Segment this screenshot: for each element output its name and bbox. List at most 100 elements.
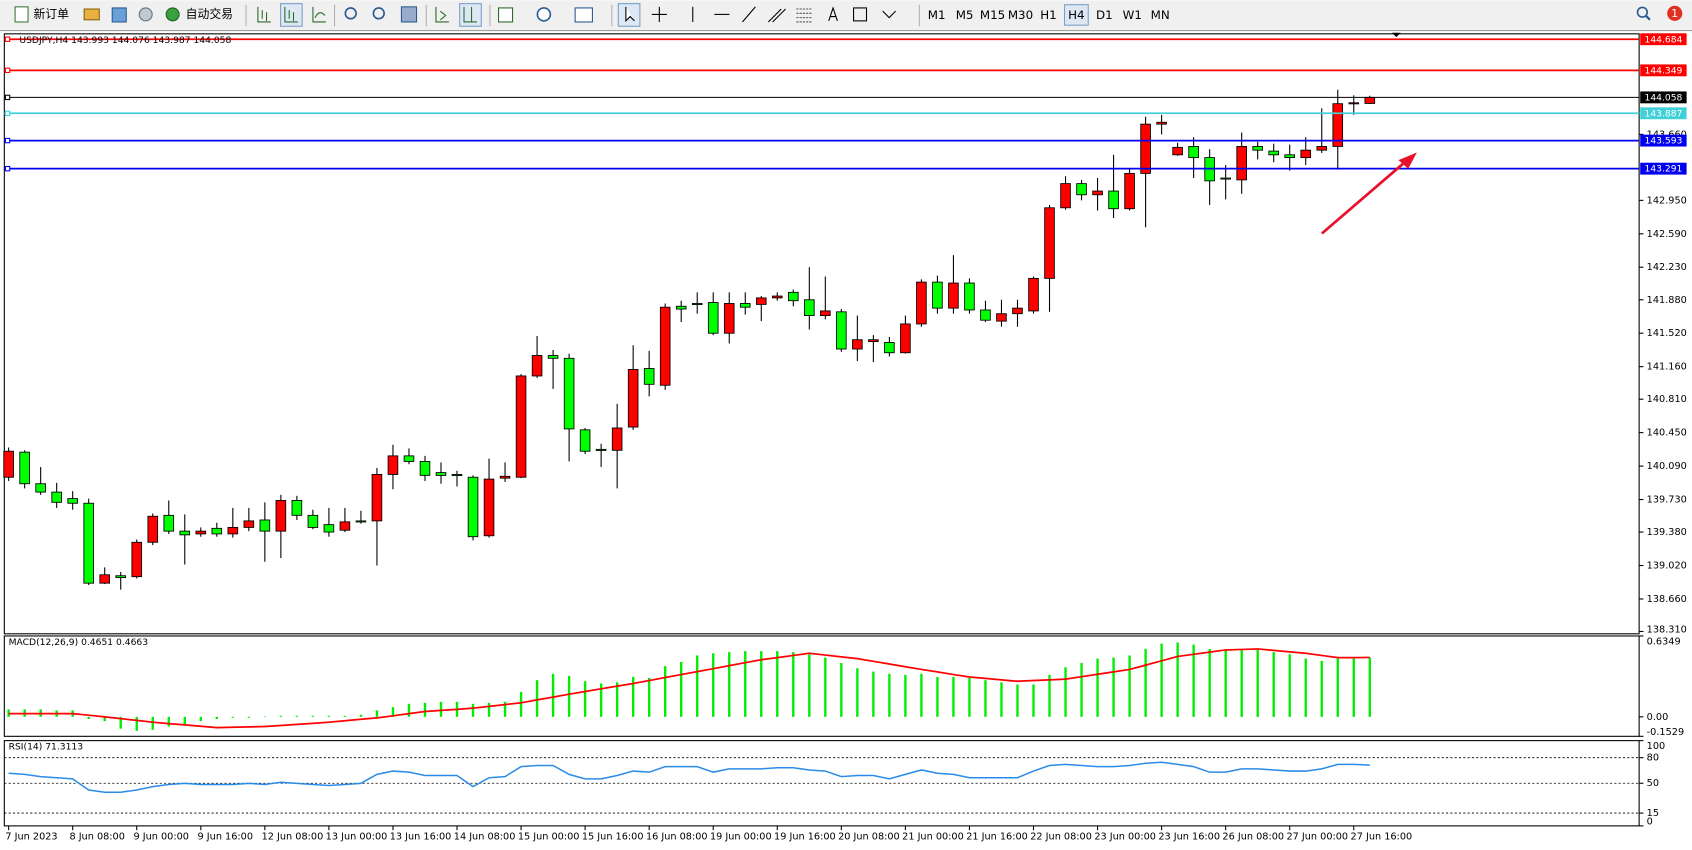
price-level-label: 144.684 <box>1645 34 1683 45</box>
signal-line <box>8 648 1370 729</box>
candle-body <box>1348 102 1360 105</box>
icon <box>165 7 180 22</box>
candle-body <box>611 427 623 451</box>
candle-body <box>291 500 303 516</box>
y-tick-label: 142.230 <box>1647 262 1687 273</box>
icon[interactable] <box>138 7 153 22</box>
icon[interactable] <box>257 6 271 23</box>
auto-trading-button[interactable]: 自动交易 <box>165 7 233 22</box>
timeframe-button[interactable]: H4 <box>1063 4 1089 26</box>
candle-body <box>451 474 463 476</box>
candle-body <box>1044 207 1055 279</box>
timeframe-button[interactable]: M1 <box>928 8 946 22</box>
y-tick-label: 140.090 <box>1647 461 1687 472</box>
candle-body <box>996 313 1007 322</box>
icon[interactable] <box>372 7 385 20</box>
candle-body <box>916 281 927 325</box>
x-tick-label: 27 Jun 00:00 <box>1286 832 1348 843</box>
candle-body <box>131 541 143 578</box>
candle-body <box>627 369 639 428</box>
candle-body <box>1140 123 1151 174</box>
x-tick-label: 15 Jun 00:00 <box>518 832 580 843</box>
candle-body <box>852 339 863 350</box>
price-level-label: 143.291 <box>1645 164 1683 175</box>
candle-body <box>964 282 975 311</box>
button-label: 自动交易 <box>186 7 233 21</box>
timeframe-button[interactable]: H1 <box>1040 8 1056 22</box>
candle-body <box>3 450 14 478</box>
y-tick-label: 140.810 <box>1647 394 1687 405</box>
candle-body <box>1092 190 1103 196</box>
icon[interactable] <box>312 6 326 23</box>
trendline-icon[interactable] <box>741 6 756 23</box>
timeframe-button[interactable]: W1 <box>1123 8 1142 22</box>
chart-area: 143.660142.950142.590142.230141.880141.5… <box>3 33 1687 843</box>
timeframe-button[interactable]: M5 <box>956 8 974 22</box>
x-tick-label: 23 Jun 16:00 <box>1158 832 1220 843</box>
notification-badge[interactable] <box>1667 5 1683 21</box>
candle-body <box>435 472 447 476</box>
candle-body <box>579 429 591 452</box>
timeframe-button[interactable]: MN <box>1151 8 1170 22</box>
y-tick-label: 100 <box>1647 741 1666 752</box>
price-level-handle <box>4 165 11 172</box>
y-tick-label: 142.950 <box>1647 195 1687 206</box>
icon[interactable] <box>111 7 127 23</box>
candle-body <box>643 368 655 385</box>
timeframe-bar: M1 M5 M15 M30 H1 H4 D1 W1 MN <box>928 4 1170 26</box>
fibo-icon[interactable] <box>796 8 812 23</box>
icon[interactable] <box>400 6 418 23</box>
candle-body <box>339 521 351 531</box>
candle-body <box>707 302 719 334</box>
search-icon[interactable] <box>1636 6 1649 18</box>
candle-body <box>467 476 479 538</box>
y-tick-label: 0.00 <box>1647 712 1669 723</box>
candle-body <box>243 520 255 528</box>
shapes-icon[interactable] <box>882 10 897 19</box>
candle-body <box>259 519 271 532</box>
candle-body <box>723 303 735 334</box>
icon-active[interactable] <box>459 3 482 27</box>
channel-icon[interactable] <box>767 8 786 23</box>
notification-count: 1 <box>1671 7 1678 20</box>
active-frame <box>1063 4 1089 26</box>
button-label: 新订单 <box>33 7 69 21</box>
x-tick-label: 12 Jun 08:00 <box>262 832 324 843</box>
icon-active[interactable] <box>280 3 303 27</box>
icon <box>463 6 477 23</box>
timeframe-button[interactable]: M30 <box>1008 8 1033 22</box>
x-tick-label: 8 Jun 08:00 <box>69 832 124 843</box>
candle-body <box>1012 307 1023 315</box>
y-tick-label: 0.6349 <box>1647 636 1681 647</box>
candle-body <box>755 297 767 305</box>
candle-body <box>99 574 111 584</box>
icon[interactable] <box>574 7 593 23</box>
label-icon[interactable] <box>853 7 868 22</box>
icon[interactable] <box>536 7 552 22</box>
candle-body <box>115 575 127 579</box>
timeframe-button[interactable]: D1 <box>1096 8 1113 22</box>
x-tick-label: 22 Jun 08:00 <box>1030 832 1092 843</box>
new-order-button[interactable]: 新订单 <box>14 6 69 23</box>
y-tick-label: -0.1529 <box>1647 727 1684 738</box>
price-level-handle <box>4 94 11 101</box>
y-tick-label: 139.020 <box>1647 561 1687 572</box>
text-icon[interactable] <box>828 6 838 22</box>
price-level-tag <box>1640 64 1687 77</box>
crosshair-icon[interactable] <box>651 6 667 22</box>
icon[interactable] <box>435 6 449 23</box>
icon[interactable] <box>83 8 100 21</box>
timeframe-label: M30 <box>1008 8 1033 22</box>
timeframe-button[interactable]: M15 <box>980 8 1005 22</box>
icon[interactable] <box>497 7 514 23</box>
candle-body <box>83 502 94 584</box>
price-level-handle <box>4 137 11 144</box>
x-tick-label: 13 Jun 16:00 <box>390 832 452 843</box>
y-tick-label: 138.660 <box>1647 594 1687 605</box>
candle-body <box>1124 172 1135 210</box>
icon[interactable] <box>344 7 357 20</box>
price-level-label: 143.593 <box>1645 136 1683 147</box>
